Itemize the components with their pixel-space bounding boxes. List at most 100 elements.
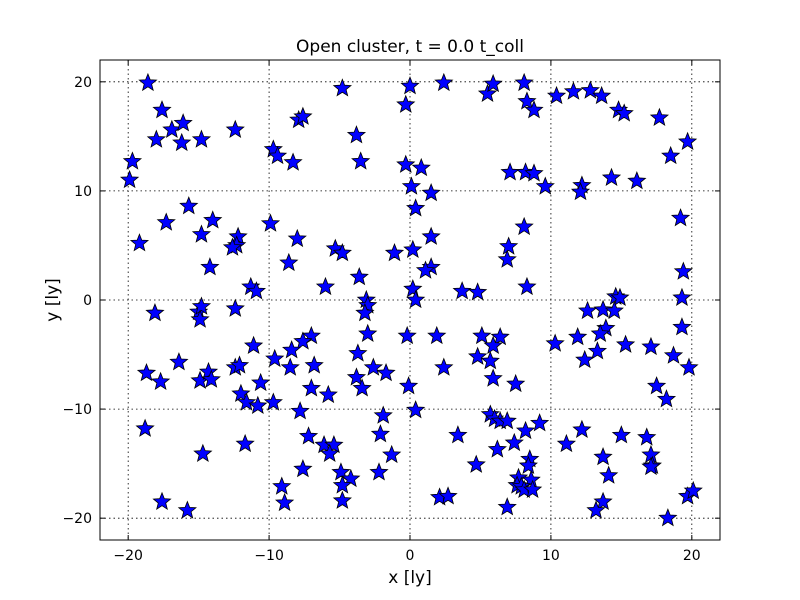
star-marker bbox=[677, 131, 698, 150]
star-marker bbox=[524, 100, 544, 119]
star-marker bbox=[490, 326, 510, 346]
star-marker bbox=[497, 249, 517, 268]
star-marker bbox=[398, 376, 419, 395]
y-tick-label: 20 bbox=[74, 75, 92, 91]
star-marker bbox=[177, 500, 197, 519]
star-marker bbox=[332, 475, 352, 494]
star-marker bbox=[267, 145, 288, 165]
star-marker bbox=[646, 376, 667, 395]
star-marker bbox=[575, 349, 595, 369]
star-marker bbox=[658, 508, 678, 527]
star-marker bbox=[546, 85, 567, 105]
star-marker bbox=[524, 163, 544, 182]
star-marker bbox=[406, 289, 426, 309]
star-marker bbox=[672, 317, 692, 336]
star-marker bbox=[355, 302, 375, 322]
star-marker bbox=[593, 299, 613, 318]
star-marker bbox=[222, 237, 243, 256]
star-marker bbox=[136, 362, 157, 382]
star-marker bbox=[348, 343, 368, 362]
star-marker bbox=[415, 260, 436, 279]
star-marker bbox=[119, 169, 140, 189]
star-marker bbox=[466, 454, 486, 473]
x-tick-label: 0 bbox=[406, 548, 415, 564]
star-marker bbox=[138, 72, 158, 92]
star-marker bbox=[293, 106, 313, 125]
star-marker bbox=[477, 83, 498, 102]
star-marker bbox=[427, 325, 447, 345]
star-marker bbox=[515, 420, 536, 440]
y-axis-label: y [ly] bbox=[43, 278, 63, 322]
star-marker bbox=[568, 326, 588, 346]
star-marker bbox=[358, 295, 378, 314]
star-marker bbox=[400, 76, 420, 95]
x-tick-label: 20 bbox=[683, 548, 701, 564]
star-marker bbox=[396, 94, 416, 113]
star-marker bbox=[434, 72, 454, 92]
star-marker bbox=[376, 362, 396, 382]
star-marker bbox=[672, 287, 692, 306]
star-marker bbox=[332, 490, 352, 509]
star-marker bbox=[272, 476, 292, 495]
star-marker bbox=[593, 446, 613, 466]
star-marker bbox=[517, 276, 537, 296]
star-marker bbox=[661, 145, 681, 165]
star-marker bbox=[301, 325, 321, 345]
star-marker bbox=[150, 371, 171, 390]
star-marker bbox=[152, 100, 172, 119]
star-marker bbox=[483, 73, 503, 93]
star-marker bbox=[570, 181, 591, 201]
x-tick-label: 10 bbox=[542, 548, 560, 564]
star-marker bbox=[545, 333, 565, 352]
star-marker bbox=[190, 309, 210, 328]
star-marker bbox=[260, 213, 281, 232]
star-marker bbox=[610, 287, 630, 306]
star-marker bbox=[403, 239, 423, 258]
plot-frame bbox=[99, 59, 721, 541]
star-marker bbox=[421, 226, 441, 245]
star-marker bbox=[346, 125, 367, 144]
star-marker bbox=[518, 455, 538, 474]
y-tick-labels: −20 −10 0 10 20 bbox=[62, 75, 92, 527]
star-marker bbox=[301, 378, 321, 397]
star-marker bbox=[641, 456, 661, 476]
star-marker bbox=[318, 384, 338, 404]
star-marker bbox=[500, 162, 520, 181]
star-marker bbox=[332, 78, 352, 97]
star-marker bbox=[129, 233, 150, 252]
star-marker bbox=[563, 81, 584, 100]
y-tick-label: −10 bbox=[62, 402, 92, 418]
star-marker bbox=[293, 458, 313, 478]
star-marker bbox=[382, 444, 402, 464]
star-marker bbox=[282, 340, 302, 359]
star-marker bbox=[324, 434, 344, 454]
star-marker bbox=[290, 401, 310, 420]
star-marker bbox=[283, 152, 303, 171]
x-tick-label: −10 bbox=[254, 548, 284, 564]
star-marker bbox=[172, 132, 192, 152]
x-tick-labels: −20 −10 0 10 20 bbox=[113, 548, 700, 564]
star-marker bbox=[251, 372, 271, 392]
y-tick-label: 0 bbox=[83, 293, 92, 309]
star-marker bbox=[287, 228, 307, 248]
star-marker bbox=[293, 331, 313, 350]
star-marker bbox=[384, 242, 405, 262]
star-marker bbox=[352, 378, 372, 397]
star-marker bbox=[173, 113, 193, 132]
star-marker bbox=[331, 462, 351, 481]
star-marker bbox=[162, 119, 182, 138]
star-marker bbox=[274, 492, 295, 512]
star-marker bbox=[641, 336, 661, 356]
star-marker bbox=[146, 129, 166, 148]
data-points bbox=[119, 72, 703, 527]
star-marker bbox=[670, 208, 691, 227]
star-marker bbox=[401, 176, 422, 195]
star-marker bbox=[369, 462, 389, 481]
star-marker bbox=[590, 323, 610, 342]
star-marker bbox=[530, 413, 550, 432]
star-marker bbox=[235, 433, 255, 453]
star-marker bbox=[604, 300, 624, 320]
star-marker bbox=[587, 341, 608, 360]
star-marker bbox=[145, 302, 165, 322]
